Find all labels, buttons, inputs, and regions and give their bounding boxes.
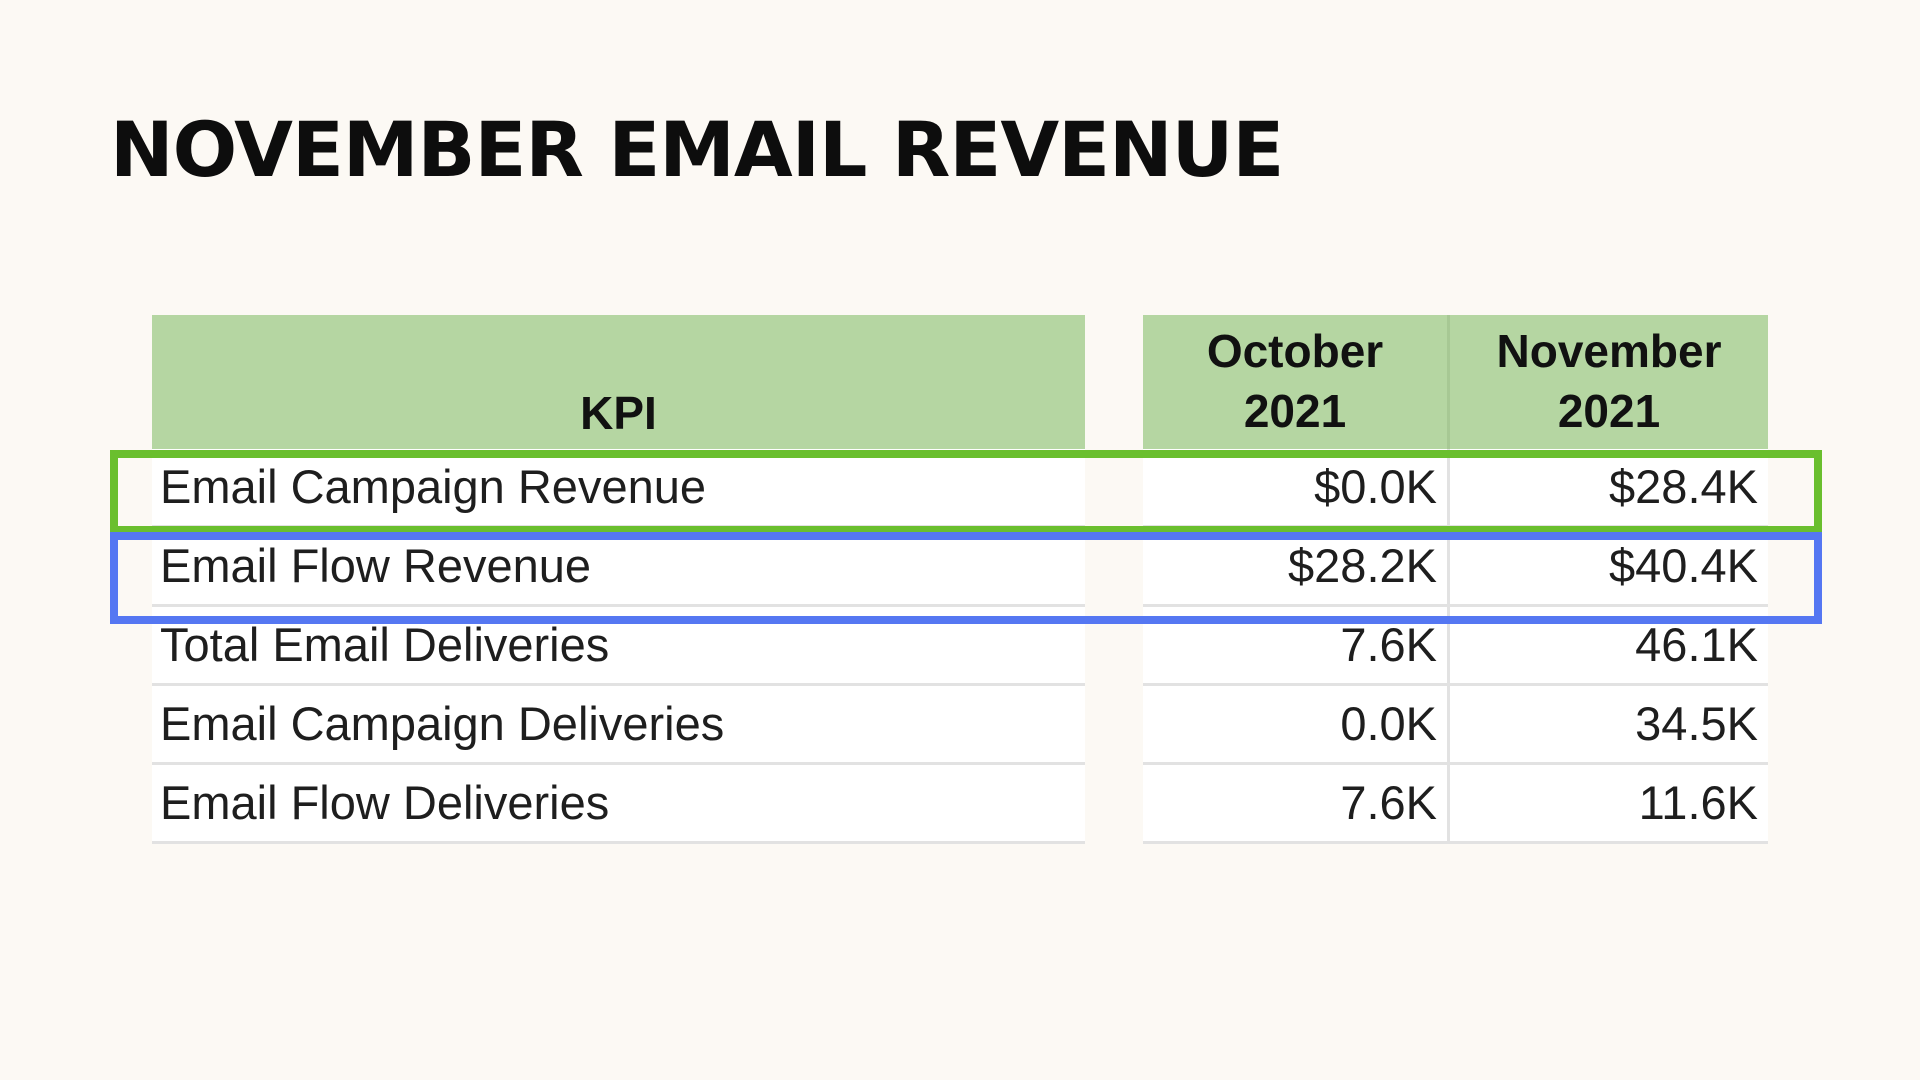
page-title: NOVEMBER EMAIL REVENUE — [110, 105, 1284, 194]
header-row-periods: October 2021 November 2021 — [1143, 315, 1768, 449]
table-row: $28.2K $40.4K — [1143, 528, 1768, 607]
kpi-label: Email Campaign Revenue — [160, 460, 707, 513]
november-header-month: November — [1496, 325, 1722, 377]
kpi-label: Email Campaign Deliveries — [160, 697, 725, 750]
table-row: Email Flow Deliveries — [152, 765, 1085, 844]
kpi-column-header: KPI — [580, 387, 657, 439]
table-row: 7.6K 46.1K — [1143, 607, 1768, 686]
kpi-label: Email Flow Revenue — [160, 539, 592, 592]
values-panel: October 2021 November 2021 $0.0K $28.4K … — [1143, 315, 1768, 844]
november-value: 11.6K — [1447, 765, 1768, 841]
kpi-column-panel: KPI Email Campaign Revenue Email Flow Re… — [152, 315, 1085, 844]
table-row: Total Email Deliveries — [152, 607, 1085, 686]
kpi-table: KPI Email Campaign Revenue Email Flow Re… — [152, 315, 1768, 844]
table-row: Email Flow Revenue — [152, 528, 1085, 607]
november-value: 46.1K — [1447, 607, 1768, 683]
table-row: $0.0K $28.4K — [1143, 449, 1768, 528]
november-header-year: 2021 — [1557, 385, 1661, 437]
table-row: 0.0K 34.5K — [1143, 686, 1768, 765]
october-value: 7.6K — [1340, 776, 1437, 829]
november-value: $40.4K — [1447, 528, 1768, 604]
october-header-month: October — [1206, 325, 1384, 377]
kpi-label: Total Email Deliveries — [160, 618, 610, 671]
october-value: 7.6K — [1340, 618, 1437, 671]
october-value: $28.2K — [1288, 539, 1437, 592]
kpi-label: Email Flow Deliveries — [160, 776, 610, 829]
october-value: $0.0K — [1314, 460, 1437, 513]
october-value: 0.0K — [1340, 697, 1437, 750]
november-value: $28.4K — [1447, 449, 1768, 525]
header-row-kpi: KPI — [152, 315, 1085, 449]
table-row: 7.6K 11.6K — [1143, 765, 1768, 844]
table-row: Email Campaign Revenue — [152, 449, 1085, 528]
october-header-year: 2021 — [1243, 385, 1347, 437]
november-2021-header: November 2021 — [1447, 315, 1768, 449]
october-2021-header: October 2021 — [1143, 315, 1447, 449]
table-row: Email Campaign Deliveries — [152, 686, 1085, 765]
november-value: 34.5K — [1447, 686, 1768, 762]
